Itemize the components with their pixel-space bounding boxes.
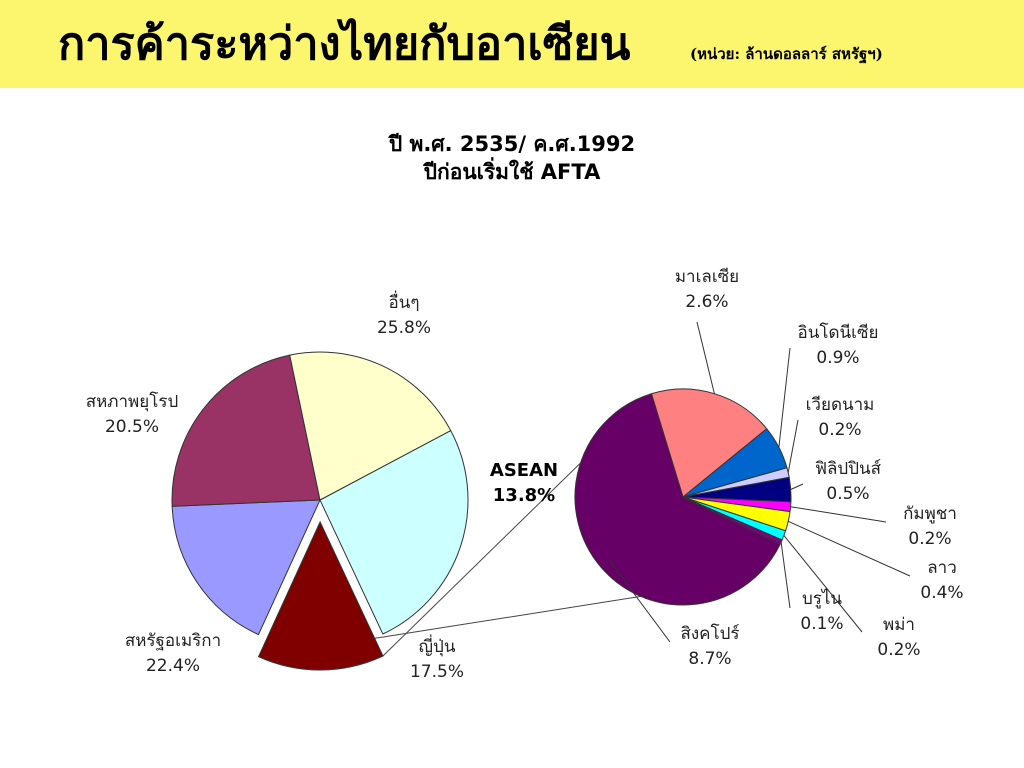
chart-title: ปี พ.ศ. 2535/ ค.ศ.1992 ปีก่อนเริ่มใช้ AF… <box>262 130 762 186</box>
slice-4 <box>289 351 452 501</box>
chart-title-line-2: ปีก่อนเริ่มใช้ AFTA <box>423 160 601 184</box>
breakdown-label-2-value: 0.2% <box>818 420 861 440</box>
breakdown-label-2-name: เวียดนาม <box>806 395 875 415</box>
leader-line-6 <box>783 535 863 633</box>
breakdown-label-3-name: ฟิลิปปินส์ <box>815 459 882 479</box>
breakdown-label-4-name: กัมพูชา <box>903 504 957 524</box>
chart-title-line-1: ปี พ.ศ. 2535/ ค.ศ.1992 <box>388 132 636 156</box>
leader-line-2 <box>787 419 799 473</box>
breakdown-label-6-name: พม่า <box>883 615 915 635</box>
breakdown-label-8-name: สิงคโปร์ <box>680 623 739 644</box>
breakdown-label-0-name: มาเลเซีย <box>675 267 739 287</box>
leader-line-0 <box>696 321 715 394</box>
main-pie <box>171 351 469 671</box>
leader-line-1 <box>778 347 791 448</box>
slice-2 <box>171 499 321 636</box>
breakdown-label-8-value: 8.7% <box>688 649 731 669</box>
slice-3 <box>171 354 321 507</box>
breakdown-slice-0 <box>650 388 768 498</box>
main-label-3-value: 22.4% <box>146 656 200 676</box>
asean-breakdown-pie <box>574 388 792 606</box>
slice-1 <box>257 520 384 671</box>
breakdown-slice-8 <box>574 393 781 606</box>
slide-title: การค้าระหว่างไทยกับอาเซียน <box>58 17 631 70</box>
leader-line-4 <box>790 506 887 523</box>
title-bar: การค้าระหว่างไทยกับอาเซียน (หน่วย: ล้านด… <box>0 0 1024 88</box>
breakdown-label-7-value: 0.1% <box>800 614 843 634</box>
main-label-2-name: ญี่ปุ่น <box>419 634 456 657</box>
main-label-1-value: 13.8% <box>493 485 555 506</box>
main-label-3-name: สหรัฐอเมริกา <box>125 631 221 651</box>
main-label-4-value: 20.5% <box>105 417 159 437</box>
leader-line-5 <box>787 520 911 577</box>
breakdown-label-3-value: 0.5% <box>826 484 869 504</box>
breakdown-label-1-value: 0.9% <box>816 348 859 368</box>
leader-lines <box>608 321 911 643</box>
breakdown-label-1-name: อินโดนีเซีย <box>798 322 879 343</box>
leader-line-8 <box>608 559 671 643</box>
breakdown-label-4-value: 0.2% <box>908 529 951 549</box>
leader-line-3 <box>790 483 804 490</box>
breakdown-label-0-value: 2.6% <box>685 292 728 312</box>
breakdown-label-6-value: 0.2% <box>877 640 920 660</box>
main-label-2-value: 17.5% <box>410 662 464 682</box>
slice-0 <box>319 429 469 635</box>
data-labels: อื่นๆ 25.8% ASEAN 13.8% ญี่ปุ่น 17.5% สหรัฐอเม… <box>86 267 964 682</box>
breakdown-label-5-value: 0.4% <box>920 583 963 603</box>
unit-note: (หน่วย: ล้านดอลลาร์ สหรัฐฯ) <box>690 45 883 63</box>
main-label-0-name: อื่นๆ <box>389 290 420 313</box>
breakdown-label-7-name: บรูไน <box>802 588 842 609</box>
main-label-4-name: สหภาพยุโรป <box>86 391 179 412</box>
breakdown-label-5-name: ลาว <box>927 558 957 578</box>
main-label-0-value: 25.8% <box>377 318 431 338</box>
leader-line-7 <box>780 542 791 609</box>
main-label-1-name: ASEAN <box>490 460 558 481</box>
